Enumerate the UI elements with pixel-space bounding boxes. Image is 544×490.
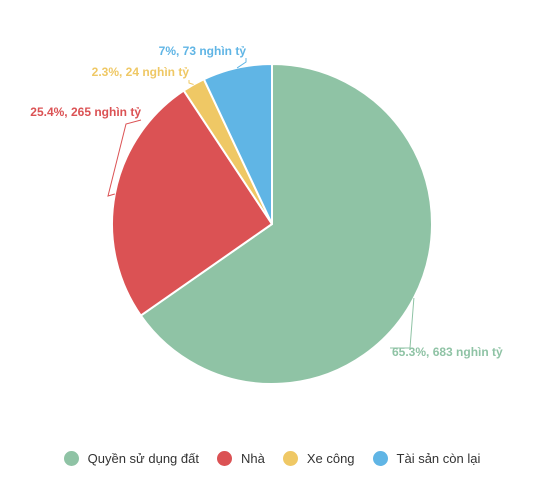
- data-label-houses: 25.4%, 265 nghìn tỷ: [30, 105, 141, 119]
- pie-slice-other-assets[interactable]: [202, 63, 273, 225]
- legend-label-public-vehicles: Xe công: [306, 450, 355, 466]
- legend-swatch-public-vehicles: [282, 450, 298, 466]
- data-label-land-use-rights: 65.3%, 683 nghìn tỷ: [392, 345, 503, 359]
- connector-public-vehicles: [188, 80, 194, 85]
- legend: Quyền sử dụng đất Nhà Xe công Tài sản cò…: [0, 448, 544, 468]
- legend-item-other-assets[interactable]: Tài sản còn lại: [372, 450, 481, 466]
- legend-item-land-use-rights[interactable]: Quyền sử dụng đất: [63, 450, 199, 466]
- legend-item-public-vehicles[interactable]: Xe công: [282, 450, 355, 466]
- legend-label-houses: Nhà: [240, 450, 265, 466]
- connector-houses: [107, 119, 142, 197]
- legend-item-houses[interactable]: Nhà: [216, 450, 265, 466]
- legend-label-other-assets: Tài sản còn lại: [396, 450, 481, 466]
- data-label-public-vehicles: 2.3%, 24 nghìn tỷ: [92, 65, 190, 79]
- legend-label-land-use-rights: Quyền sử dụng đất: [87, 450, 199, 466]
- pie-slice-houses[interactable]: [111, 89, 273, 317]
- legend-swatch-houses: [216, 450, 232, 466]
- legend-swatch-other-assets: [372, 450, 388, 466]
- connector-other-assets: [236, 58, 247, 69]
- connector-land-use-rights: [390, 297, 415, 349]
- pie-slice-land-use-rights[interactable]: [139, 63, 433, 385]
- pie-svg: 65.3%, 683 nghìn tỷ 25.4%, 265 nghìn tỷ 2.…: [30, 44, 503, 385]
- data-label-other-assets: 7%, 73 nghìn tỷ: [159, 44, 247, 58]
- legend-swatch-land-use-rights: [63, 450, 79, 466]
